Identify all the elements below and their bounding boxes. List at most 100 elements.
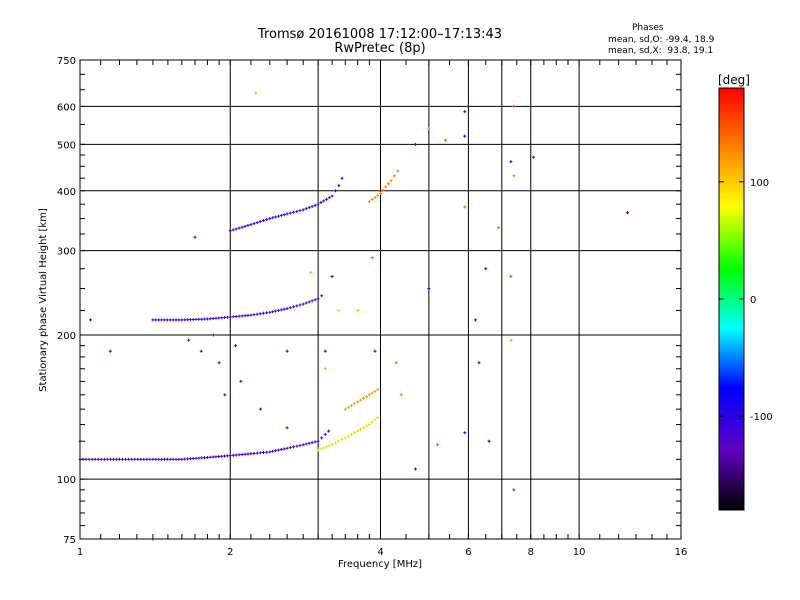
data-point <box>330 274 334 278</box>
data-point <box>463 110 467 114</box>
data-point <box>313 298 317 302</box>
data-point <box>145 457 149 461</box>
data-point <box>183 457 187 461</box>
data-point <box>243 314 247 318</box>
data-point <box>359 398 363 402</box>
data-point <box>276 448 280 452</box>
data-point <box>313 203 317 207</box>
data-point <box>307 300 311 304</box>
data-point <box>114 457 118 461</box>
data-point <box>310 204 314 208</box>
grid-lines <box>80 60 681 539</box>
data-point <box>188 318 192 322</box>
data-point <box>531 155 535 159</box>
data-point <box>268 450 272 454</box>
data-point <box>373 349 377 353</box>
data-point <box>487 439 491 443</box>
data-point <box>197 317 201 321</box>
data-point <box>154 457 158 461</box>
data-point <box>271 216 275 220</box>
plot-title-2: RwPretec (8p) <box>334 41 426 56</box>
data-point <box>214 455 218 459</box>
data-point <box>320 294 324 298</box>
data-point <box>349 432 353 436</box>
data-point <box>200 456 204 460</box>
data-point <box>188 457 192 461</box>
x-tick-label: 2 <box>227 547 233 558</box>
data-point <box>292 305 296 309</box>
data-point <box>228 454 232 458</box>
x-tick-label: 10 <box>573 547 586 558</box>
data-point <box>87 457 91 461</box>
data-point <box>509 160 513 164</box>
data-point <box>327 444 331 448</box>
data-point <box>239 379 243 383</box>
y-tick-label: 100 <box>57 475 76 486</box>
data-point <box>373 418 377 422</box>
data-point <box>298 443 302 447</box>
data-point <box>237 226 241 230</box>
data-point <box>231 453 235 457</box>
data-point <box>217 455 221 459</box>
y-tick-label: 300 <box>57 247 76 258</box>
data-point <box>304 207 308 211</box>
data-point <box>320 436 324 440</box>
data-point <box>337 308 341 312</box>
data-point <box>359 427 363 431</box>
data-point <box>265 311 269 315</box>
data-point <box>384 185 388 189</box>
data-point <box>240 225 244 229</box>
data-point <box>327 429 331 433</box>
x-tick-label: 8 <box>528 547 534 558</box>
y-tick-label: 75 <box>63 535 76 546</box>
colorbar-ticks: 100 0 -100 <box>719 178 773 423</box>
data-point <box>139 457 143 461</box>
data-point <box>180 457 184 461</box>
data-point <box>268 217 272 221</box>
data-point <box>174 457 178 461</box>
data-point <box>367 393 371 397</box>
data-point <box>295 304 299 308</box>
data-point <box>220 454 224 458</box>
data-point <box>323 367 327 371</box>
data-point <box>234 314 238 318</box>
data-point <box>90 457 94 461</box>
data-point <box>121 457 125 461</box>
data-point <box>370 391 374 395</box>
data-point <box>111 457 115 461</box>
data-point <box>168 457 172 461</box>
data-point <box>177 318 181 322</box>
data-point <box>231 228 235 232</box>
data-point <box>154 318 158 322</box>
data-point <box>322 199 326 203</box>
data-point <box>356 400 360 404</box>
data-point <box>364 395 368 399</box>
data-point <box>292 210 296 214</box>
data-point <box>249 452 253 456</box>
data-point <box>346 434 350 438</box>
data-point <box>203 317 207 321</box>
data-point <box>243 452 247 456</box>
data-point <box>255 221 259 225</box>
data-point <box>200 317 204 321</box>
data-point <box>99 457 103 461</box>
data-point <box>625 211 629 215</box>
data-point <box>142 457 146 461</box>
data-point <box>157 318 161 322</box>
data-point <box>356 308 360 312</box>
data-point <box>279 308 283 312</box>
data-point <box>325 445 329 449</box>
data-point <box>237 314 241 318</box>
data-point <box>310 299 314 303</box>
phases-o-stats: mean, sd,O: -99.4, 18.9 <box>608 35 715 45</box>
data-point <box>265 218 269 222</box>
data-point <box>102 457 106 461</box>
data-point <box>322 446 326 450</box>
data-point <box>228 229 232 233</box>
y-tick-label: 400 <box>57 187 76 198</box>
data-point <box>118 457 122 461</box>
data-point <box>165 457 169 461</box>
data-point <box>376 388 380 392</box>
data-point <box>240 453 244 457</box>
y-tick-label: 600 <box>57 102 76 113</box>
